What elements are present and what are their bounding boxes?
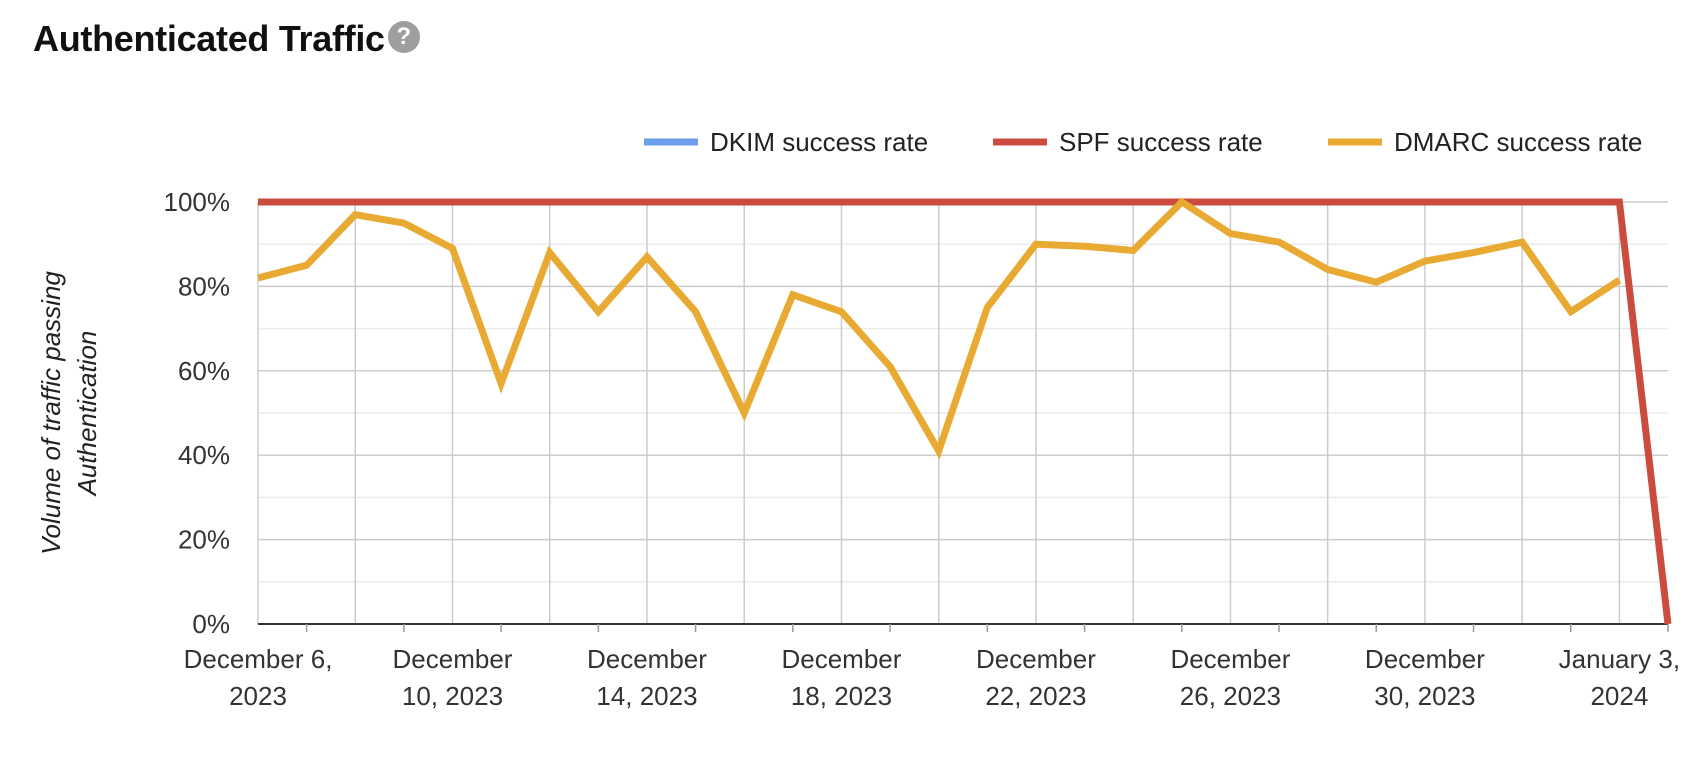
x-tick-label: 22, 2023 (985, 681, 1086, 711)
chart-header: Authenticated Traffic ? (33, 18, 420, 60)
x-tick-label: December 6, (184, 644, 333, 674)
y-axis-title: Volume of traffic passing (36, 271, 66, 555)
legend-label: DKIM success rate (710, 127, 928, 157)
x-tick-label: December (587, 644, 707, 674)
y-tick-label: 0% (192, 609, 230, 639)
help-icon[interactable]: ? (387, 21, 420, 53)
x-tick-label: 10, 2023 (402, 681, 503, 711)
x-tick-label: 14, 2023 (596, 681, 697, 711)
y-axis-title: Authentication (72, 331, 102, 498)
y-tick-label: 100% (164, 187, 231, 217)
y-tick-label: 80% (178, 271, 230, 301)
x-tick-label: 18, 2023 (791, 681, 892, 711)
legend-label: DMARC success rate (1394, 127, 1643, 157)
x-tick-label: January 3, (1559, 644, 1680, 674)
x-tick-label: 2023 (229, 681, 287, 711)
legend-label: SPF success rate (1059, 127, 1263, 157)
x-tick-label: December (393, 644, 513, 674)
chart-title: Authenticated Traffic (33, 18, 385, 59)
x-tick-label: December (781, 644, 901, 674)
y-tick-label: 20% (178, 525, 230, 555)
x-tick-label: 2024 (1590, 681, 1648, 711)
x-tick-label: December (976, 644, 1096, 674)
y-tick-label: 60% (178, 356, 230, 386)
x-tick-label: December (1170, 644, 1290, 674)
x-tick-label: 26, 2023 (1180, 681, 1281, 711)
series-line (257, 197, 1622, 460)
x-tick-label: 30, 2023 (1374, 681, 1475, 711)
series-line (258, 198, 1672, 625)
x-tick-label: December (1365, 644, 1485, 674)
y-tick-label: 40% (178, 440, 230, 470)
